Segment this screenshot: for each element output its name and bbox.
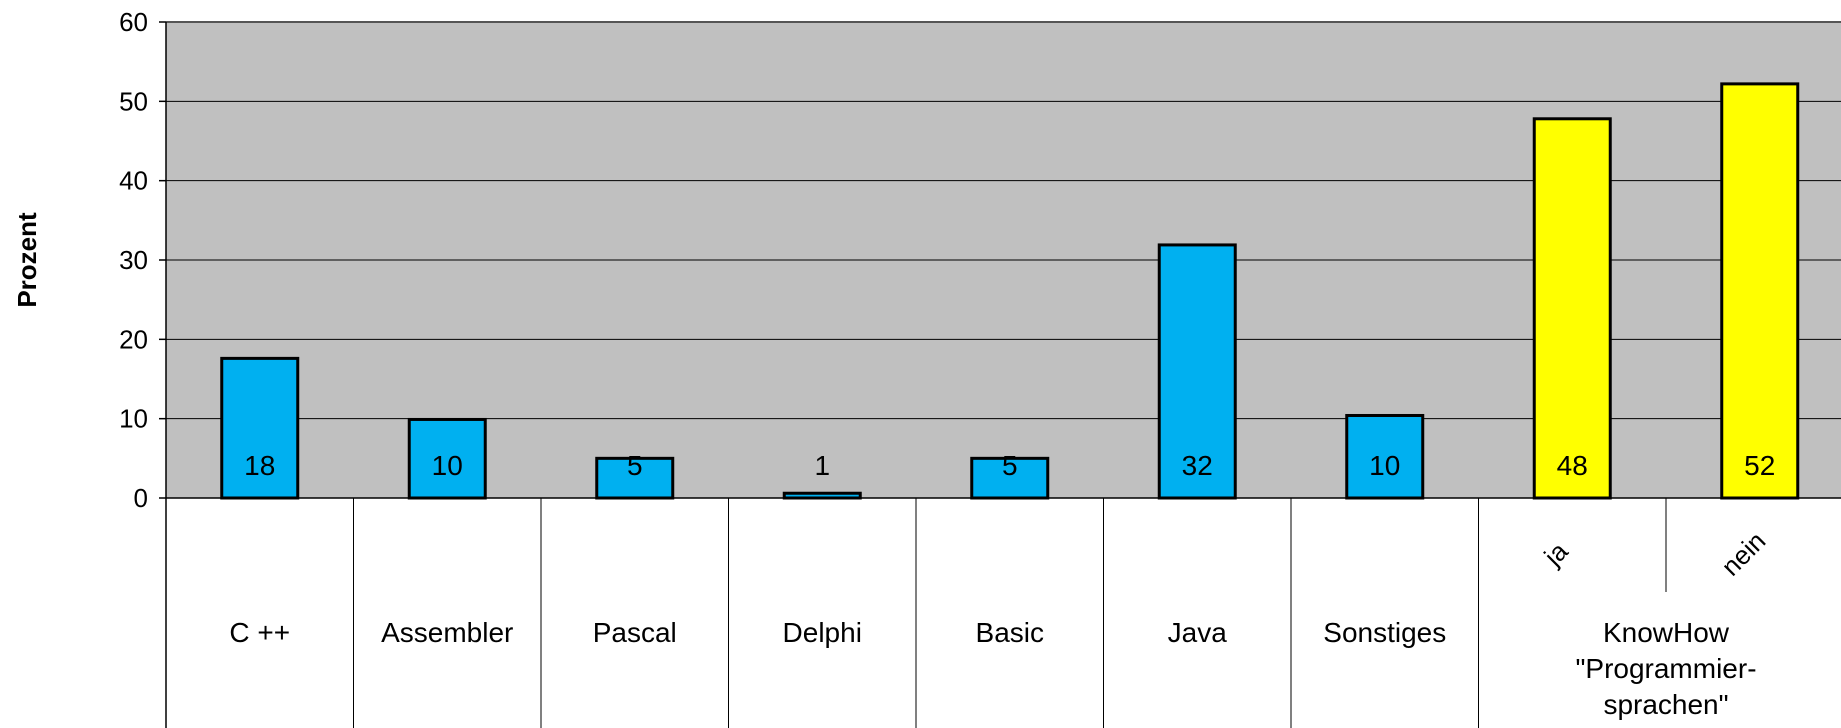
x-tick-label: C ++ bbox=[229, 617, 290, 648]
data-label: 18 bbox=[244, 450, 275, 481]
bar-java bbox=[1157, 243, 1237, 500]
y-tick-label: 20 bbox=[119, 324, 148, 354]
x-tick-label: nein bbox=[1715, 526, 1771, 582]
y-tick-label: 30 bbox=[119, 245, 148, 275]
x-tick-label: Java bbox=[1168, 617, 1228, 648]
data-label: 5 bbox=[627, 450, 643, 481]
data-label: 5 bbox=[1002, 450, 1018, 481]
data-label: 10 bbox=[1369, 450, 1400, 481]
y-tick-label: 60 bbox=[119, 7, 148, 37]
data-label: 48 bbox=[1557, 450, 1588, 481]
x-tick-label: Assembler bbox=[381, 617, 513, 648]
data-label: 32 bbox=[1182, 450, 1213, 481]
data-label: 52 bbox=[1744, 450, 1775, 481]
bars bbox=[220, 82, 1800, 500]
x-tick-label: Delphi bbox=[783, 617, 862, 648]
y-tick-label: 10 bbox=[119, 404, 148, 434]
bar-sonstiges bbox=[1345, 413, 1425, 500]
bar-assembler bbox=[407, 417, 487, 500]
x-tick-label: Pascal bbox=[593, 617, 677, 648]
bar-ja bbox=[1532, 117, 1612, 500]
data-label: 10 bbox=[432, 450, 463, 481]
bar-nein bbox=[1720, 82, 1800, 500]
bar-c bbox=[220, 356, 300, 500]
labels: 18 C ++ 10 Assembler 5 Pascal 1 Delphi 5 Basic 32 J… bbox=[229, 450, 1775, 720]
y-axis-title: Prozent bbox=[12, 212, 42, 308]
data-label: 1 bbox=[814, 450, 830, 481]
group-label: KnowHow "Programmier-sprachen" bbox=[1575, 617, 1756, 720]
bar-pascal bbox=[595, 456, 675, 500]
bar-basic bbox=[970, 456, 1050, 500]
y-tick-label: 50 bbox=[119, 86, 148, 116]
x-tick-label: Basic bbox=[976, 617, 1044, 648]
x-tick-label: ja bbox=[1537, 535, 1574, 572]
y-tick-label: 40 bbox=[119, 166, 148, 196]
y-tick-label: 0 bbox=[134, 483, 148, 513]
bar-delphi bbox=[782, 491, 862, 500]
x-tick-label: Sonstiges bbox=[1323, 617, 1446, 648]
